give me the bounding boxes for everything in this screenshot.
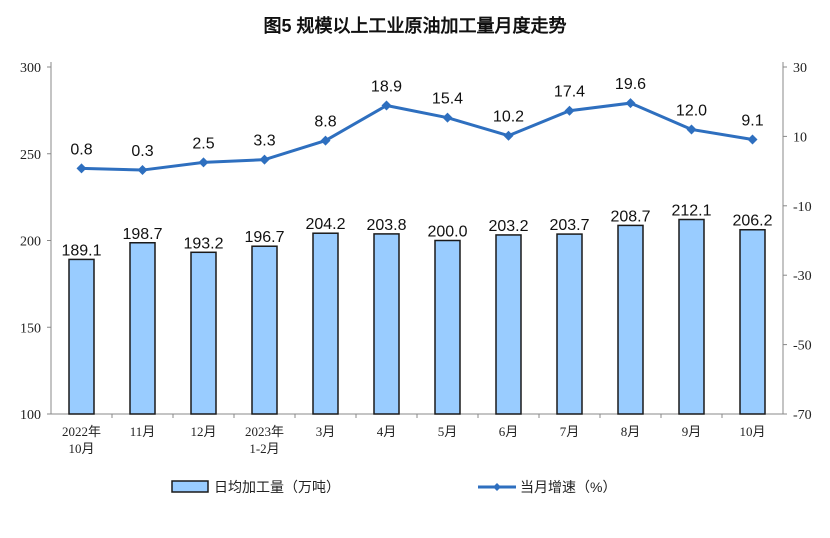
bar [739, 228, 766, 415]
line-value-label: 15.4 [432, 91, 463, 108]
left-tick-label: 100 [20, 408, 41, 423]
line-value-label: 3.3 [253, 133, 275, 150]
x-tick-label: 9月 [682, 424, 702, 439]
bar [312, 232, 339, 415]
bar-value-label: 206.2 [732, 213, 772, 230]
line-point [198, 157, 209, 168]
bar [495, 234, 522, 415]
bar-value-label: 204.2 [305, 216, 345, 233]
right-tick-label: -10 [793, 200, 812, 215]
x-tick-label: 7月 [560, 424, 580, 439]
line-point [686, 124, 697, 135]
line-value-label: 0.8 [70, 141, 92, 158]
x-tick-label: 2023年 [245, 424, 284, 439]
x-tick-label: 2022年 [62, 424, 101, 439]
line-point [320, 135, 331, 146]
line-value-label: 17.4 [554, 84, 585, 101]
x-tick-label: 12月 [190, 424, 216, 439]
bar [68, 258, 95, 415]
left-tick-label: 250 [20, 148, 41, 163]
right-tick-label: 30 [793, 61, 807, 76]
left-tick-label: 200 [20, 235, 41, 250]
line-value-label: 0.3 [131, 143, 153, 160]
x-tick-label: 10月 [68, 441, 94, 456]
bar-value-label: 208.7 [610, 208, 650, 225]
bar-value-label: 203.7 [549, 217, 589, 234]
line-point [503, 130, 514, 141]
legend-bar-label: 日均加工量（万吨） [214, 479, 340, 495]
x-tick-label: 11月 [130, 424, 156, 439]
left-tick-label: 150 [20, 321, 41, 336]
line-value-label: 12.0 [676, 102, 707, 119]
line-value-label: 19.6 [615, 76, 646, 93]
bar-value-label: 193.2 [183, 235, 223, 252]
line-value-label: 10.2 [493, 109, 524, 126]
line-point [625, 98, 636, 109]
x-tick-label: 1-2月 [249, 441, 279, 456]
x-tick-label: 5月 [438, 424, 458, 439]
x-tick-label: 3月 [316, 424, 336, 439]
bar-value-label: 212.1 [671, 203, 711, 220]
bar [556, 233, 583, 415]
left-tick-label: 300 [20, 61, 41, 76]
chart-title: 图5 规模以上工业原油加工量月度走势 [263, 15, 566, 36]
bar-value-label: 203.8 [366, 217, 406, 234]
x-tick-label: 6月 [499, 424, 519, 439]
legend-line-label: 当月增速（%） [520, 479, 616, 495]
bar [129, 242, 156, 415]
line-point [564, 105, 575, 116]
bar-value-label: 196.7 [244, 229, 284, 246]
line-value-label: 8.8 [314, 114, 336, 131]
bar [617, 224, 644, 415]
bar [373, 233, 400, 415]
x-tick-label: 10月 [739, 424, 765, 439]
line-point [137, 165, 148, 176]
legend-line-marker [493, 483, 501, 491]
bar [678, 218, 705, 415]
legend: 日均加工量（万吨） 当月增速（%） [171, 479, 616, 495]
line-point [259, 154, 270, 165]
bar-value-label: 198.7 [122, 226, 162, 243]
bar-value-label: 200.0 [427, 224, 467, 241]
line-value-label: 2.5 [192, 135, 214, 152]
x-tick-label: 8月 [621, 424, 641, 439]
right-tick-label: -50 [793, 339, 812, 354]
line-point [442, 112, 453, 123]
right-tick-label: -30 [793, 269, 812, 284]
line-point [381, 100, 392, 111]
bar-value-label: 189.1 [61, 242, 101, 259]
bar [434, 239, 461, 415]
line-value-label: 9.1 [741, 113, 763, 130]
bar-value-label: 203.2 [488, 218, 528, 235]
bar [190, 251, 217, 415]
right-tick-label: 10 [793, 130, 807, 145]
line-point [747, 134, 758, 145]
growth-line [81, 101, 753, 172]
x-tick-label: 4月 [377, 424, 397, 439]
legend-bar-swatch [171, 480, 209, 493]
bar [251, 245, 278, 415]
right-tick-label: -70 [793, 408, 812, 423]
line-point [76, 163, 87, 174]
line-value-label: 18.9 [371, 79, 402, 96]
